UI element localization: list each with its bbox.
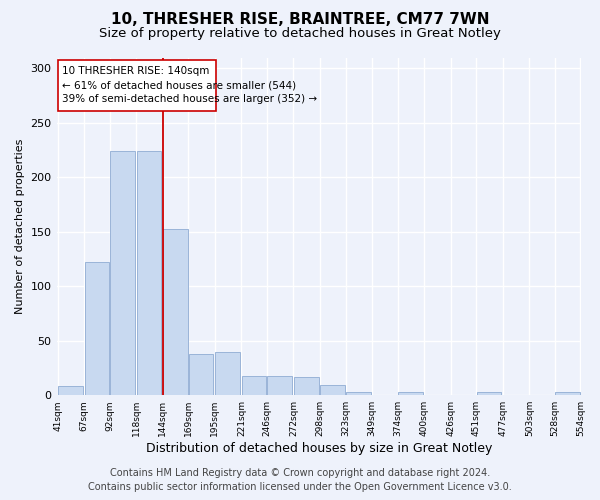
Text: Size of property relative to detached houses in Great Notley: Size of property relative to detached ho… — [99, 28, 501, 40]
Bar — [188, 354, 214, 395]
Bar — [137, 151, 161, 395]
Bar — [555, 392, 580, 395]
Bar — [242, 376, 266, 395]
Bar — [346, 392, 371, 395]
Text: 10, THRESHER RISE, BRAINTREE, CM77 7WN: 10, THRESHER RISE, BRAINTREE, CM77 7WN — [111, 12, 489, 28]
Bar — [58, 386, 83, 395]
Bar — [398, 392, 423, 395]
Bar — [268, 376, 292, 395]
Bar — [294, 376, 319, 395]
Text: 10 THRESHER RISE: 140sqm
← 61% of detached houses are smaller (544)
39% of semi-: 10 THRESHER RISE: 140sqm ← 61% of detach… — [62, 66, 317, 104]
Bar — [85, 262, 109, 395]
Bar — [110, 151, 135, 395]
Bar — [215, 352, 240, 395]
Text: Contains HM Land Registry data © Crown copyright and database right 2024.
Contai: Contains HM Land Registry data © Crown c… — [88, 468, 512, 492]
X-axis label: Distribution of detached houses by size in Great Notley: Distribution of detached houses by size … — [146, 442, 492, 455]
Y-axis label: Number of detached properties: Number of detached properties — [15, 138, 25, 314]
Bar — [163, 228, 188, 395]
Bar — [476, 392, 502, 395]
Bar — [320, 386, 345, 395]
FancyBboxPatch shape — [58, 60, 216, 111]
